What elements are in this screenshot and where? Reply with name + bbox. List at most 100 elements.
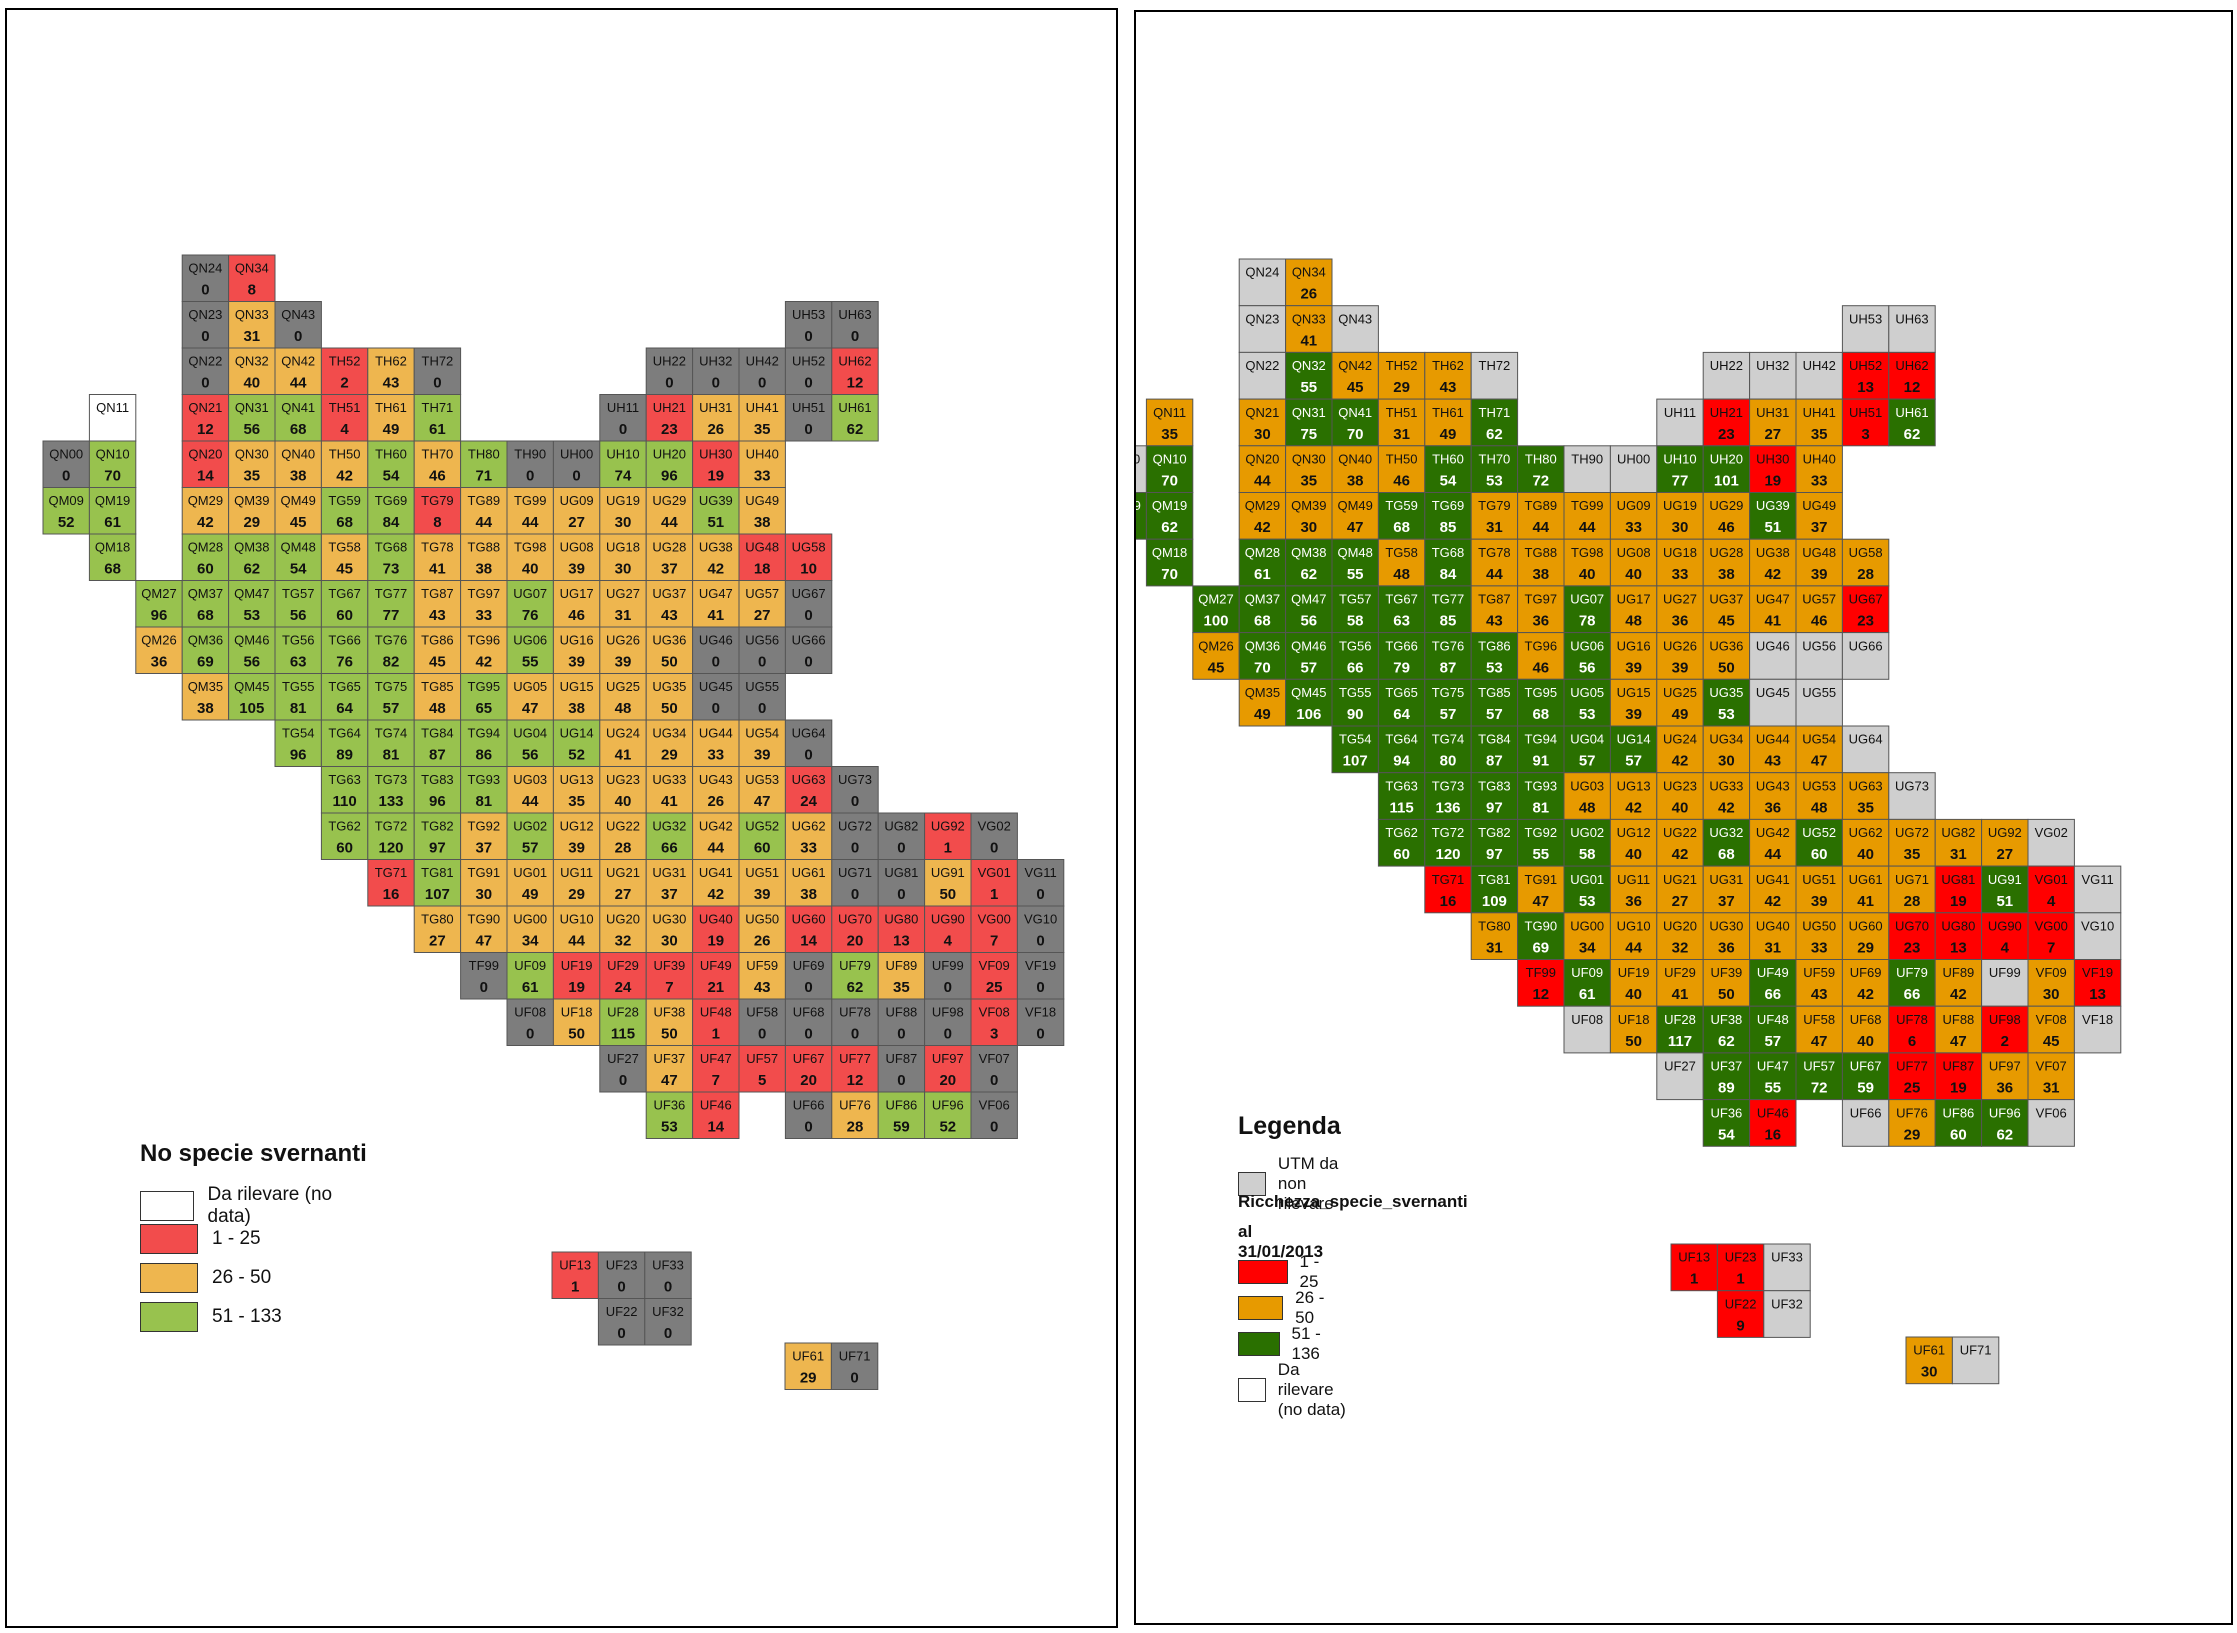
- grid-cell-VF06[interactable]: VF06: [2027, 1099, 2075, 1147]
- grid-cell-VG10[interactable]: VG10: [2073, 912, 2122, 960]
- grid-cell-QN00[interactable]: QN00: [1136, 445, 1147, 493]
- grid-cell-UG66[interactable]: UG66: [1841, 632, 1890, 680]
- grid-cell-UH42[interactable]: UH42: [1795, 351, 1843, 400]
- grid-cell-UG73[interactable]: UG73: [1888, 772, 1936, 820]
- grid-cell-VF18[interactable]: VF18: [2073, 1005, 2122, 1054]
- grid-cell-VG02[interactable]: VG02: [2027, 818, 2075, 867]
